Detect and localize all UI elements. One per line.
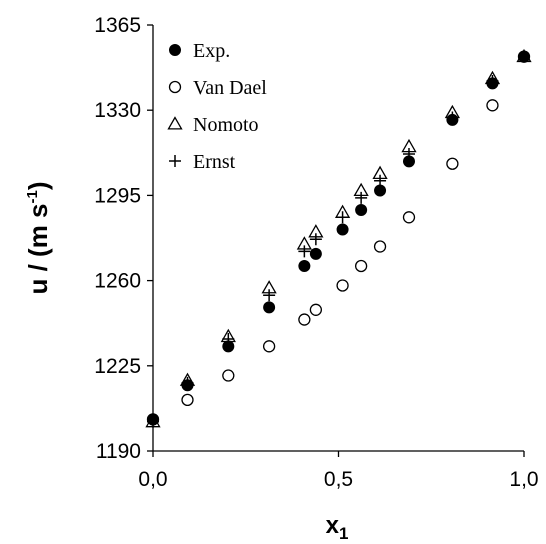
y-tick-label: 1365 [94, 14, 141, 37]
legend-label: Nomoto [193, 114, 259, 136]
x-axis-title: x1 [326, 512, 349, 543]
y-axis-title: u / (m s-1) [23, 181, 53, 294]
data-point-exp [309, 247, 322, 260]
y-ticks: 1190 1225 1260 1295 1330 1365 [94, 14, 153, 463]
x-tick-label: 0,0 [138, 468, 167, 491]
data-point-exp [298, 259, 311, 272]
data-point-ernst [402, 148, 415, 161]
data-point-van-dael [354, 259, 368, 273]
data-point-ernst [355, 191, 368, 204]
data-point-van-dael [486, 99, 499, 112]
plot-area: 1190 1225 1260 1295 1330 1365 0,0 0,5 1,0 [94, 14, 538, 491]
legend-marker-ernst [169, 155, 181, 167]
y-axis-title-superscript: -1 [24, 190, 41, 203]
data-point-ernst [309, 233, 322, 246]
y-tick-label: 1225 [94, 355, 141, 378]
data-point-ernst [336, 211, 349, 224]
legend-label: Van Dael [193, 77, 267, 99]
y-axis-title-close: ) [23, 181, 53, 190]
data-point-ernst [374, 174, 387, 187]
y-tick-label: 1295 [94, 184, 141, 207]
data-point-van-dael [222, 369, 235, 382]
legend-marker-exp [169, 44, 181, 56]
data-point-van-dael [402, 211, 416, 224]
series-ernst [147, 50, 530, 428]
y-tick-label: 1190 [96, 440, 141, 463]
legend-item-ernst: Ernst [169, 151, 236, 173]
data-point-ernst [486, 74, 499, 87]
data-point-ernst [446, 111, 459, 124]
legend-label: Exp. [193, 40, 230, 62]
legend: Exp. Van Dael Nomoto Ernst [167, 40, 267, 173]
legend-label: Ernst [193, 151, 236, 173]
x-axis-title-main: x [326, 512, 340, 539]
data-point-van-dael [298, 313, 311, 326]
data-point-ernst [147, 415, 159, 428]
series-exp [147, 50, 530, 426]
series-nomoto [145, 48, 532, 428]
legend-item-nomoto: Nomoto [167, 114, 259, 136]
y-axis-title-main: u / (m s [23, 204, 53, 295]
data-point-van-dael [181, 393, 194, 407]
legend-item-exp: Exp. [169, 40, 230, 62]
x-tick-label: 0,5 [324, 468, 353, 491]
data-point-ernst [298, 245, 311, 258]
data-point-van-dael [446, 157, 459, 170]
data-point-exp [336, 223, 349, 236]
data-markers [145, 48, 532, 428]
legend-item-van-dael: Van Dael [168, 77, 267, 99]
y-tick-label: 1260 [94, 270, 141, 293]
data-point-van-dael [309, 303, 323, 316]
x-tick-label: 1,0 [509, 468, 538, 491]
data-point-ernst [181, 376, 194, 389]
data-point-exp [263, 301, 276, 314]
data-point-exp [355, 204, 368, 217]
data-point-ernst [263, 289, 276, 302]
y-tick-label: 1330 [94, 99, 141, 122]
legend-marker-van-dael [168, 80, 182, 94]
data-point-ernst [518, 50, 530, 63]
legend-marker-nomoto [167, 116, 183, 130]
data-point-van-dael [262, 340, 276, 353]
x-ticks: 0,0 0,5 1,0 [138, 451, 539, 491]
data-point-van-dael [336, 279, 349, 292]
data-point-ernst [222, 333, 235, 346]
x-axis-title-subscript: 1 [339, 524, 348, 543]
data-point-van-dael [373, 240, 387, 253]
series-van-dael [146, 50, 531, 426]
